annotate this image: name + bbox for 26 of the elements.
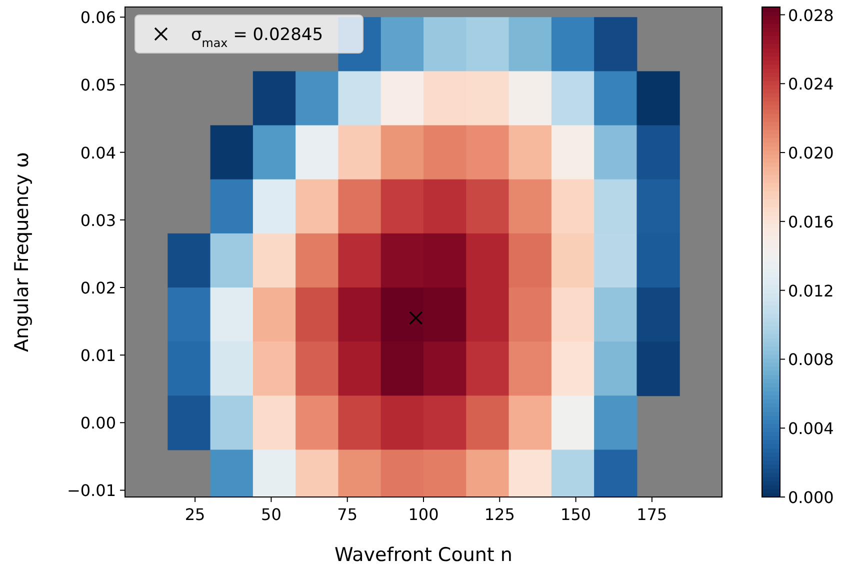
- color-bar-label: 0.004: [788, 419, 834, 438]
- y-axis-title: Angular Frequency ω: [11, 152, 33, 352]
- color-bar-label: 0.000: [788, 488, 834, 507]
- y-tick-label: 0.00: [80, 414, 116, 433]
- color-bar-label: 0.008: [788, 350, 834, 370]
- x-tick-label: 125: [484, 505, 515, 524]
- y-tick-label: 0.01: [80, 346, 116, 366]
- y-tick-label: 0.06: [80, 8, 116, 28]
- y-tick-label: 0.05: [80, 76, 116, 95]
- color-bar-label: 0.016: [788, 212, 834, 232]
- legend-label: σ$_{max}$ = 0.02845: [191, 25, 324, 50]
- color-bar-label: 0.028: [788, 6, 834, 25]
- y-tick-label: 0.03: [80, 210, 116, 230]
- y-tick-label: 0.04: [80, 143, 116, 162]
- color-bar-label: 0.024: [788, 74, 834, 94]
- x-tick-label: 50: [261, 505, 282, 524]
- x-tick-label: 100: [408, 505, 439, 524]
- x-tick-label: 150: [560, 505, 592, 524]
- color-bar-label: 0.012: [788, 281, 834, 300]
- x-axis-title: Wavefront Count n: [334, 544, 512, 566]
- y-tick-label: 0.02: [80, 278, 116, 298]
- color-bar-label: 0.020: [788, 144, 834, 163]
- x-tick-label: 25: [184, 505, 206, 524]
- x-tick-label: 75: [337, 505, 358, 524]
- x-tick-label: 175: [636, 505, 668, 524]
- y-tick-label: −0.01: [66, 481, 116, 500]
